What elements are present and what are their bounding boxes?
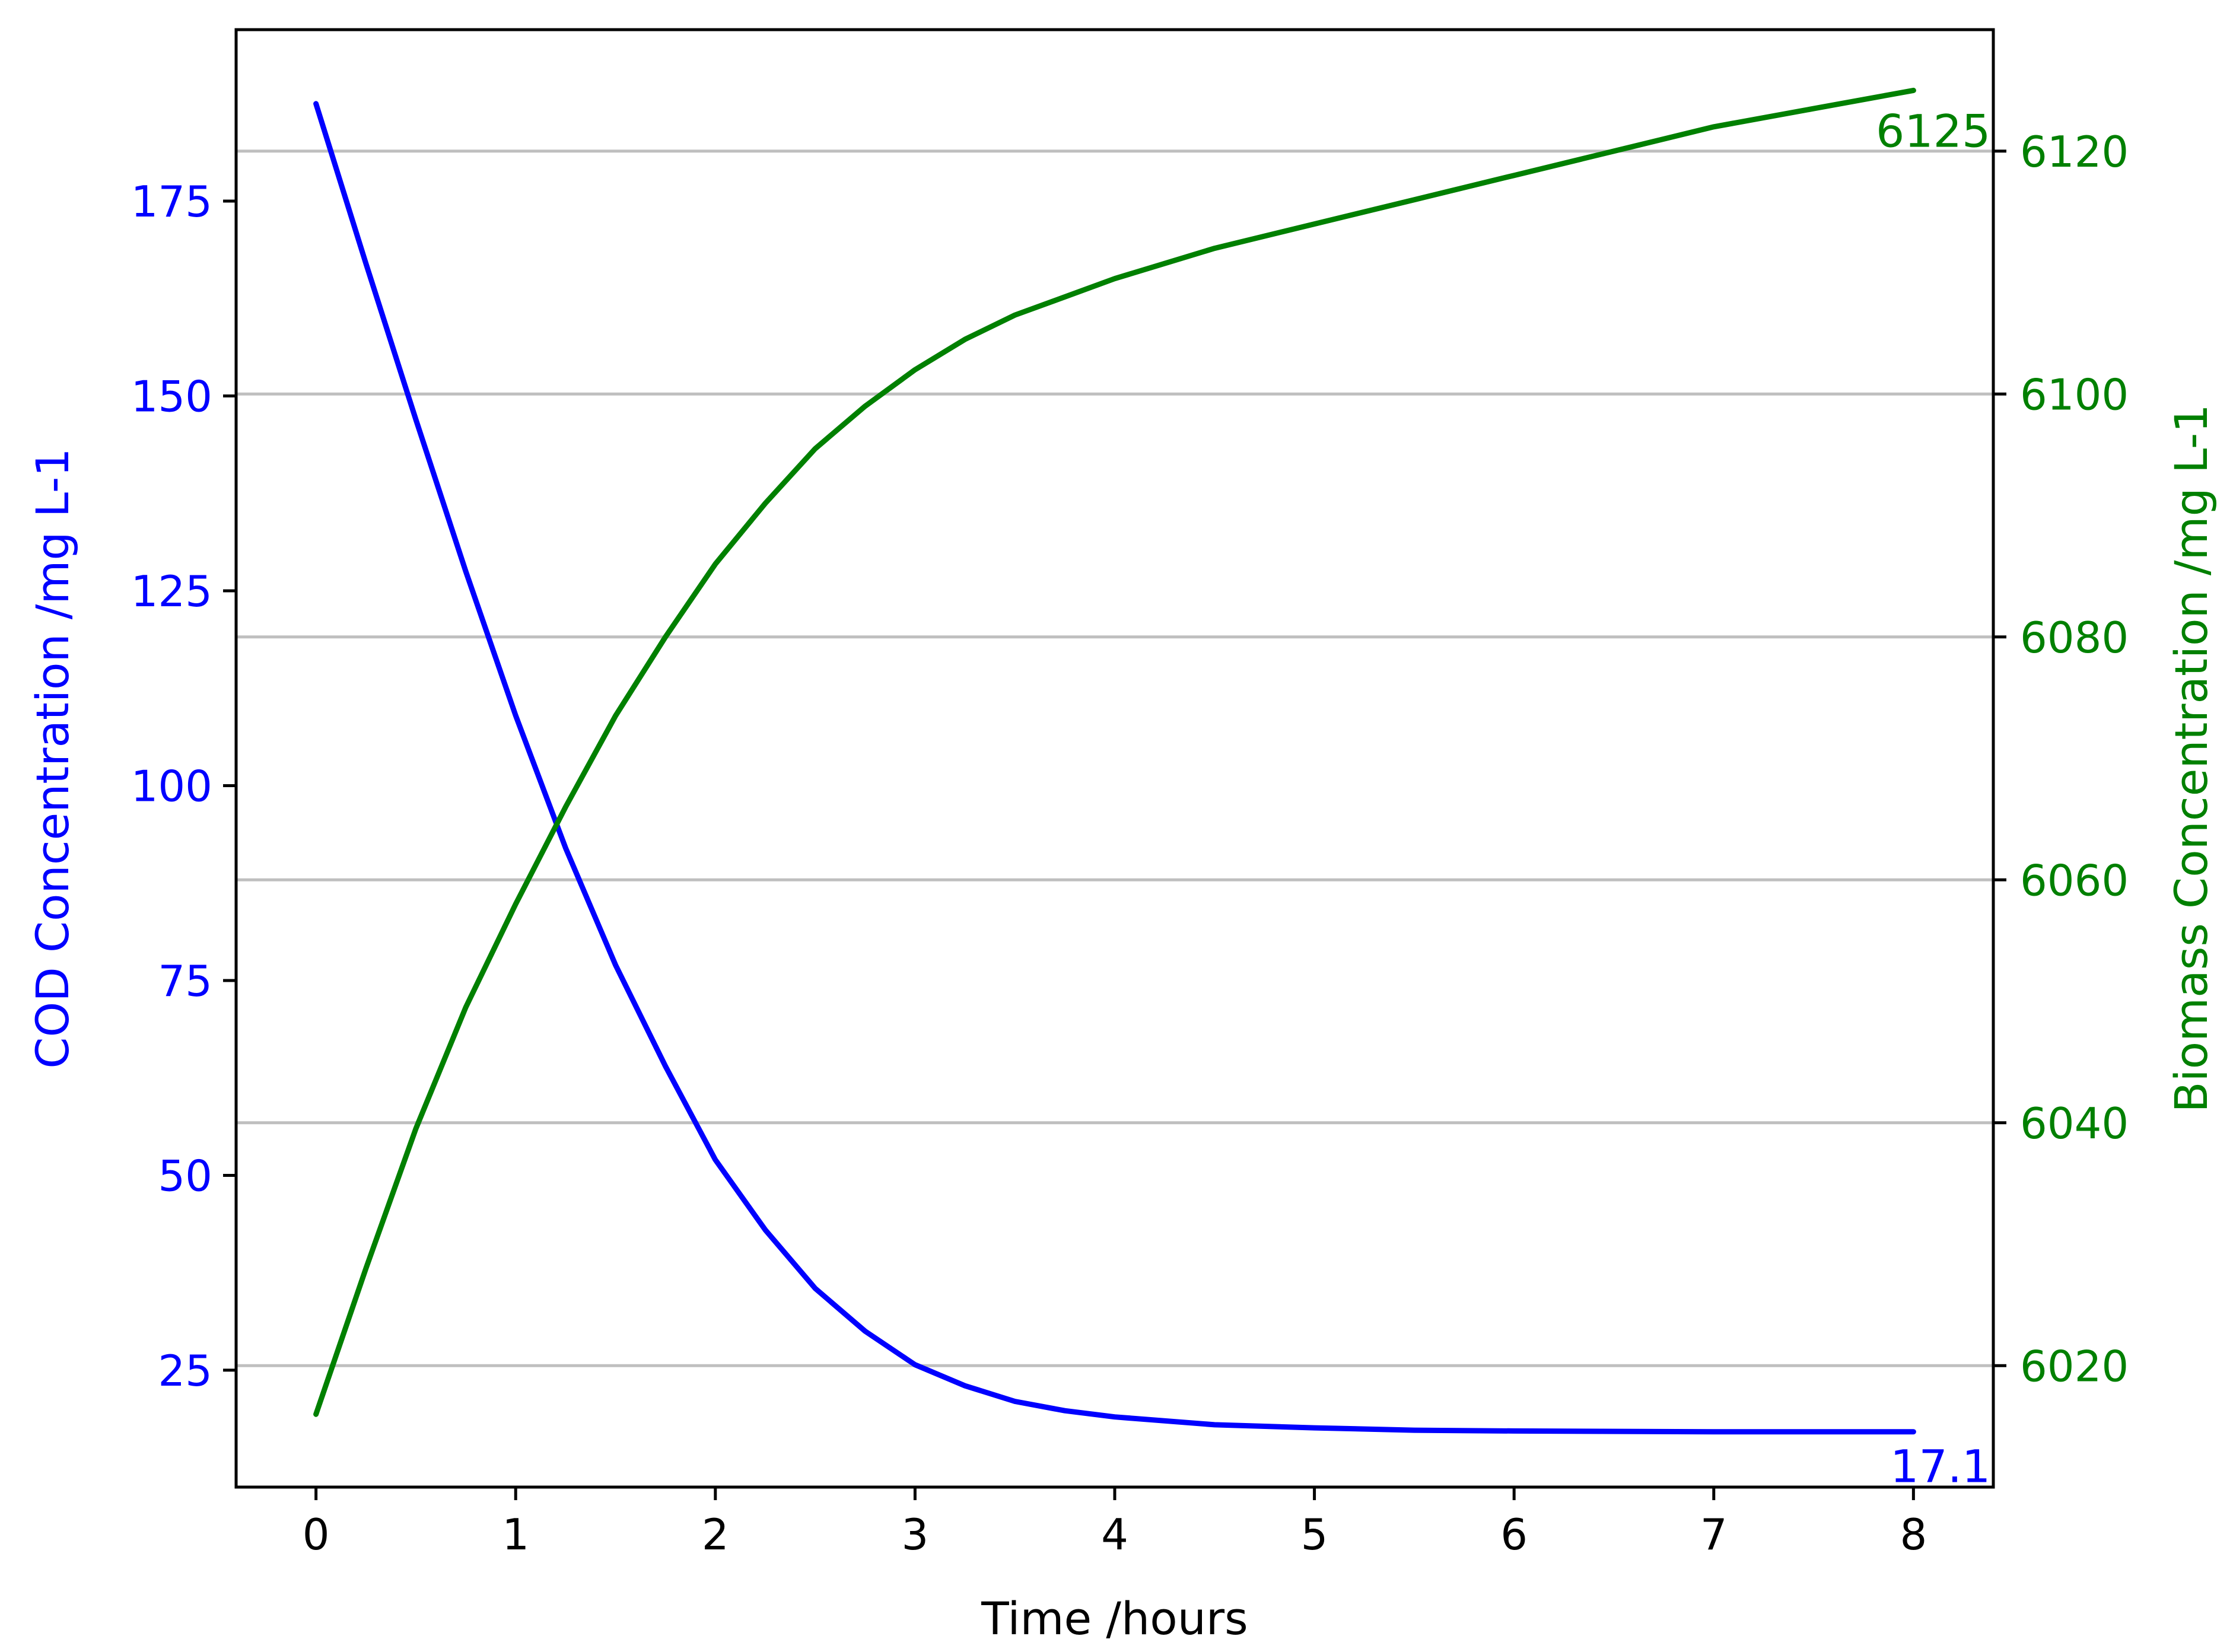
end-value-label: 17.1 xyxy=(1890,1440,1990,1493)
x-tick-label: 3 xyxy=(902,1510,929,1559)
biomass-series-line xyxy=(313,87,1916,1417)
y-left-tick-label: 100 xyxy=(131,761,212,811)
x-tick-label: 6 xyxy=(1500,1510,1528,1559)
plot-frame xyxy=(234,28,1995,1489)
y-right-tick-label: 6040 xyxy=(2020,1099,2129,1148)
y-right-tick-label: 6120 xyxy=(2020,127,2129,177)
y-left-axis-title: COD Concentration /mg L-1 xyxy=(26,448,79,1068)
y-left-tick-label: 150 xyxy=(131,372,212,422)
y-left-tick-label: 75 xyxy=(158,956,212,1006)
labels: 0 1 2 3 4 5 6 7 8 25 50 75 100 125 150 175 6020 6040 6060 6… xyxy=(26,104,2218,1645)
y-right-tick-label: 6100 xyxy=(2020,370,2129,419)
gridlines xyxy=(236,149,1993,1367)
end-value-label: 6125 xyxy=(1876,104,1990,157)
x-axis-title: Time /hours xyxy=(981,1592,1248,1645)
y-right-tick-label: 6020 xyxy=(2020,1341,2129,1391)
y-right-tick-label: 6060 xyxy=(2020,855,2129,905)
x-tick-label: 8 xyxy=(1900,1510,1927,1559)
x-tick-label: 1 xyxy=(502,1510,529,1559)
y-left-tick-label: 175 xyxy=(131,177,212,227)
y-left-tick-label: 25 xyxy=(158,1346,212,1396)
y-right-tick-label: 6080 xyxy=(2020,613,2129,663)
cod-series-line xyxy=(313,101,1916,1435)
axes xyxy=(223,28,2006,1500)
x-tick-label: 2 xyxy=(702,1510,729,1559)
y-left-tick-label: 50 xyxy=(158,1151,212,1201)
y-right-axis-title: Biomass Concentration /mg L-1 xyxy=(2165,404,2218,1112)
x-tick-label: 5 xyxy=(1301,1510,1328,1559)
x-tick-label: 0 xyxy=(303,1510,330,1559)
series-lines xyxy=(313,87,1916,1435)
x-tick-label: 7 xyxy=(1700,1510,1728,1559)
x-tick-label: 4 xyxy=(1101,1510,1128,1559)
y-left-tick-label: 125 xyxy=(131,566,212,616)
